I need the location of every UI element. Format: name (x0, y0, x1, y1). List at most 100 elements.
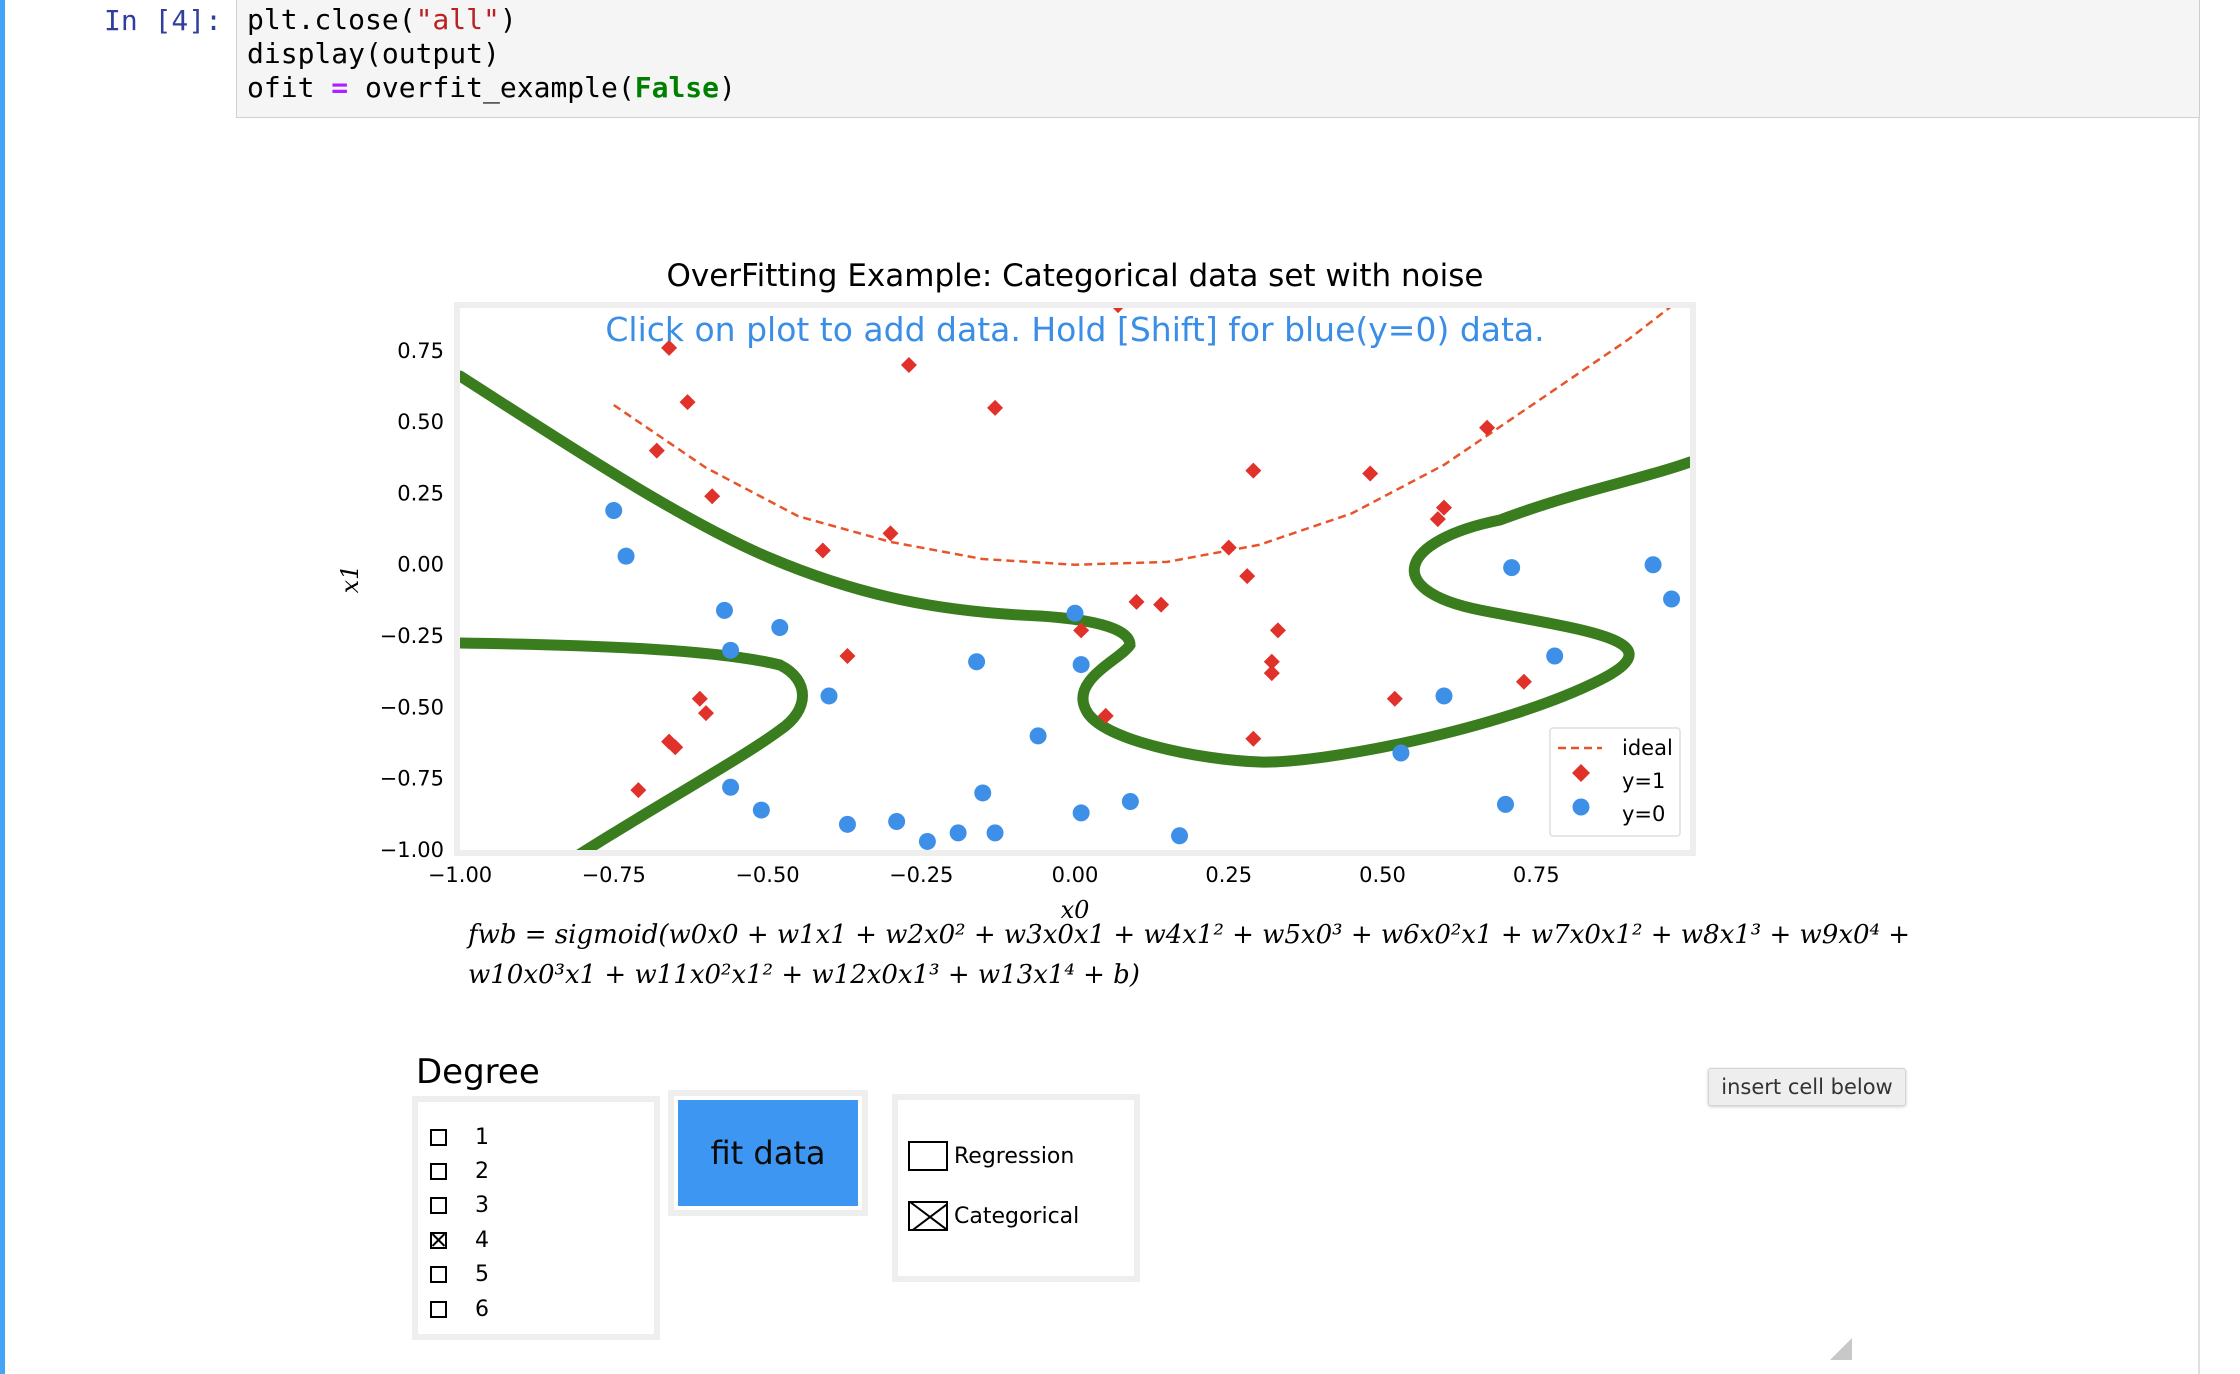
y0-point (1644, 556, 1662, 574)
checkbox-icon[interactable] (430, 1197, 447, 1215)
formula-line-2: w10x0³x1 + w11x0²x1² + w12x0x1³ + w13x1⁴… (468, 960, 1140, 990)
y0-point (771, 618, 789, 636)
fit-data-button[interactable]: fit data (678, 1100, 858, 1206)
y-axis-label: x1 (336, 565, 364, 594)
decision-boundary-line (460, 370, 1690, 768)
checkbox-icon[interactable] (430, 1300, 447, 1318)
y1-point (648, 442, 665, 459)
checkbox-checked-icon[interactable] (908, 1201, 948, 1231)
y0-point (986, 824, 1004, 842)
checkbox-icon[interactable] (430, 1128, 447, 1146)
code-token: ) (719, 71, 736, 104)
y1-point (661, 339, 678, 356)
insert-cell-below-button[interactable]: insert cell below (1708, 1068, 1906, 1106)
y-tick-label: −0.50 (380, 695, 444, 719)
y0-point (1663, 590, 1681, 608)
plot-instruction: Click on plot to add data. Hold [Shift] … (605, 310, 1544, 349)
checkbox-icon[interactable] (430, 1266, 447, 1284)
legend: ideal y=1 y=0 (1549, 727, 1681, 837)
x-tick-label: −0.75 (582, 863, 646, 887)
model-formula: fwb = sigmoid(w0x0 + w1x1 + w2x0² + w3x0… (468, 915, 1910, 995)
y0-point (949, 824, 967, 842)
plot-area (454, 302, 1696, 856)
x-tick-label: 0.00 (1052, 863, 1099, 887)
x-tick-label: −0.25 (889, 863, 953, 887)
y1-point (1362, 465, 1379, 482)
plot-content (460, 308, 1690, 850)
y0-point (605, 502, 623, 520)
y1-point (1515, 673, 1532, 690)
resize-handle[interactable] (1830, 1338, 1852, 1360)
y1-point (1245, 730, 1262, 747)
y1-point (1073, 622, 1090, 639)
degree-checkbox-panel: 1 2 3 4 5 6 (412, 1096, 660, 1340)
y0-point (1072, 804, 1090, 822)
y-tick-label: 0.50 (397, 410, 444, 434)
code-token: display(output) (247, 37, 500, 70)
y1-point (704, 488, 721, 505)
x-axis-label: x0 (1061, 896, 1090, 920)
figure-title: OverFitting Example: Categorical data se… (666, 258, 1483, 294)
y0-point (1072, 656, 1090, 674)
y0-point (617, 547, 635, 565)
code-line: ofit = overfit_example(False) (247, 71, 2189, 105)
y-tick-label: 0.75 (397, 339, 444, 363)
y1-point (630, 782, 647, 799)
y0-point (722, 641, 740, 659)
y0-point (1503, 559, 1521, 577)
y0-point (838, 815, 856, 833)
decision-boundary-line (460, 637, 808, 850)
formula-line-1: fwb = sigmoid(w0x0 + w1x1 + w2x0² + w3x0… (468, 920, 1911, 950)
fit-type-categorical[interactable]: Categorical (908, 1196, 1079, 1236)
legend-label: y=1 (1622, 769, 1665, 793)
degree-option-4[interactable]: 4 (430, 1223, 489, 1257)
y1-point (1479, 419, 1496, 436)
ideal-curve (613, 308, 1672, 566)
checkbox-icon[interactable] (430, 1162, 447, 1180)
legend-label: y=0 (1622, 802, 1665, 826)
y1-point (1112, 308, 1124, 314)
y1-point (1263, 665, 1280, 682)
y1-point (882, 525, 899, 542)
code-token: False (634, 71, 720, 104)
y1-point (1429, 511, 1446, 528)
degree-option-2[interactable]: 2 (430, 1154, 489, 1188)
legend-label: ideal (1622, 736, 1673, 760)
overfit-figure[interactable]: −1.00 −0.75 −0.50 −0.25 0.00 0.25 0.50 0.75 0.75… (300, 240, 1740, 920)
y0-point (918, 832, 936, 850)
y0-point (715, 601, 733, 619)
y1-point (1097, 707, 1114, 724)
code-line: plt.close("all") (247, 3, 2189, 37)
y0-point (968, 653, 986, 671)
y-tick-label: −0.25 (380, 624, 444, 648)
checkbox-checked-icon[interactable] (430, 1231, 447, 1249)
degree-option-3[interactable]: 3 (430, 1189, 489, 1223)
y1-point (839, 648, 856, 665)
fit-type-label: Regression (954, 1143, 1075, 1169)
y1-point (698, 705, 714, 722)
degree-title: Degree (416, 1052, 540, 1092)
fit-type-panel: Regression Categorical (892, 1094, 1140, 1282)
y-tick-label: 0.00 (397, 553, 444, 577)
degree-option-label: 3 (475, 1193, 489, 1219)
x-tick-label: 0.50 (1359, 863, 1406, 887)
y1-point (679, 394, 696, 411)
code-line: display(output) (247, 37, 2189, 71)
degree-option-1[interactable]: 1 (430, 1120, 489, 1154)
y0-point (1029, 727, 1047, 745)
x-tick-label: −1.00 (428, 863, 492, 887)
code-editor[interactable]: plt.close("all") display(output) ofit = ov… (236, 0, 2200, 118)
y0-point (1171, 827, 1189, 845)
fit-type-label: Categorical (954, 1203, 1080, 1229)
degree-option-5[interactable]: 5 (430, 1258, 489, 1292)
fit-button-frame: fit data (668, 1090, 868, 1216)
fit-type-regression[interactable]: Regression (908, 1136, 1074, 1176)
checkbox-icon[interactable] (908, 1141, 948, 1171)
degree-option-label: 1 (475, 1124, 489, 1150)
code-token: ofit (247, 71, 332, 104)
y1-point (691, 690, 708, 707)
y1-point (1239, 568, 1256, 585)
degree-option-6[interactable]: 6 (430, 1292, 489, 1326)
y1-point (1245, 462, 1262, 479)
cell-selection-bar (0, 0, 5, 1374)
